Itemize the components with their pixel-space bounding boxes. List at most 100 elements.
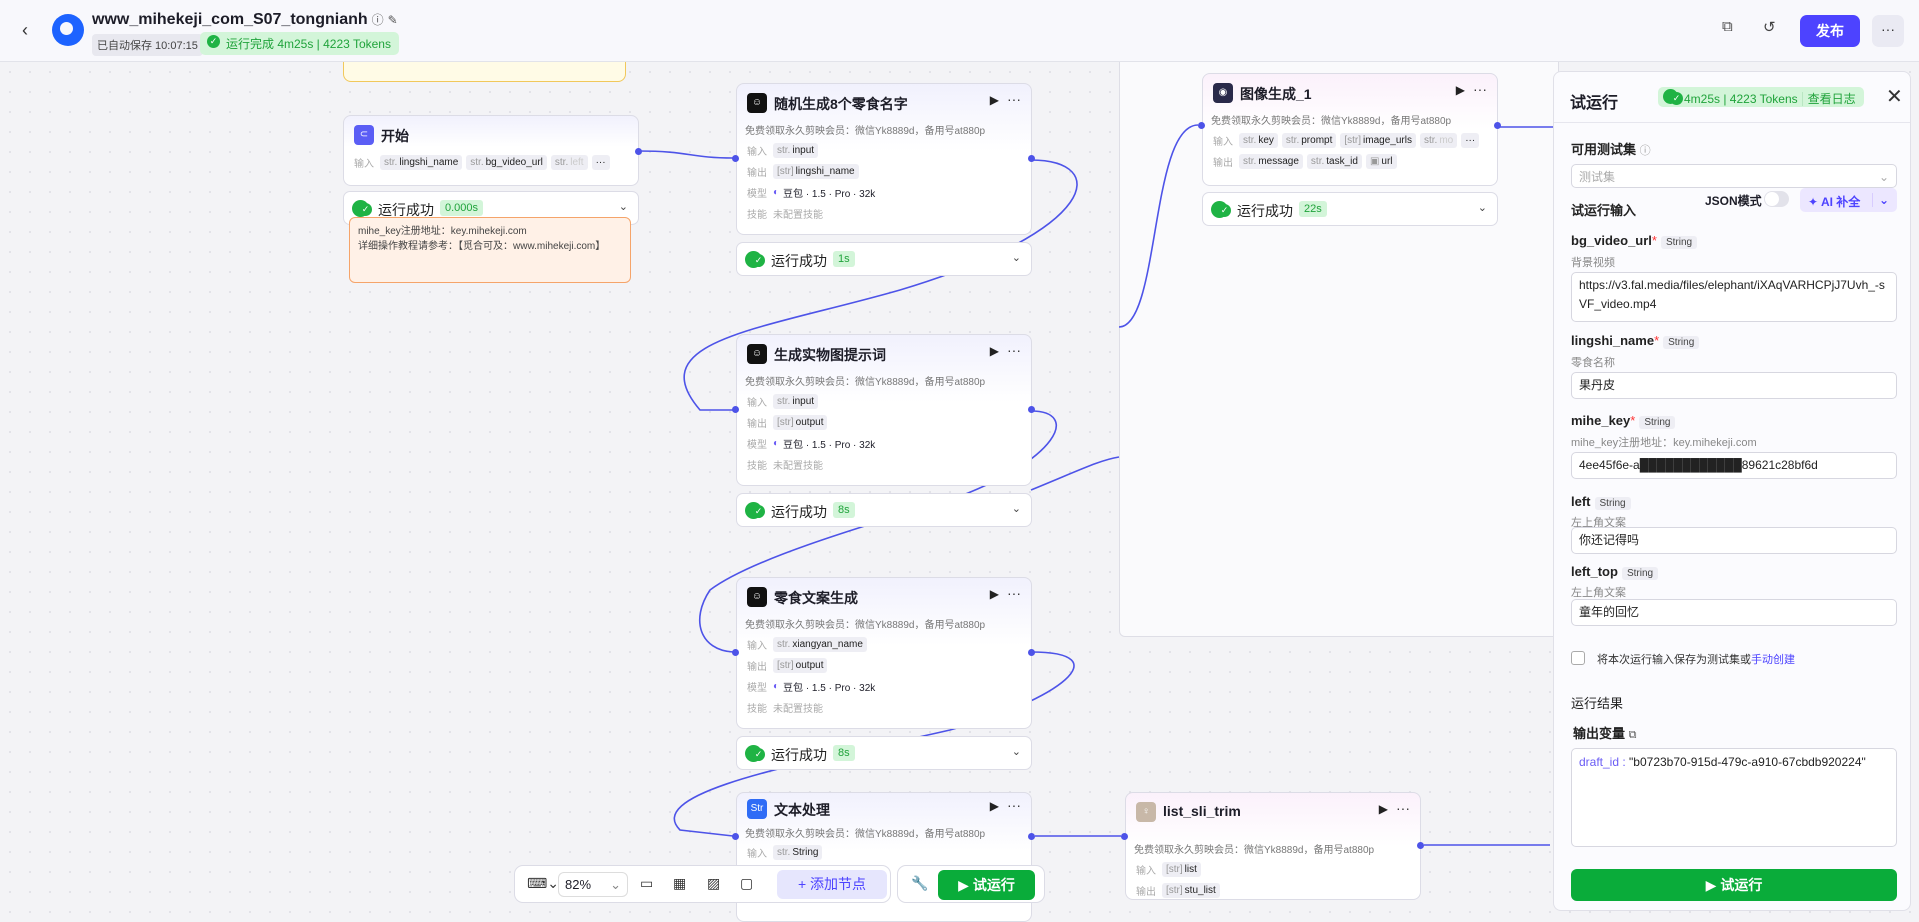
node-more-button[interactable]: ···: [1007, 585, 1021, 601]
divider: [1554, 122, 1910, 123]
start-icon: ⊂: [354, 125, 374, 145]
more-inputs-button[interactable]: ···: [591, 155, 610, 170]
node-title: 开始: [381, 128, 409, 144]
run-node-button[interactable]: ▶: [1455, 83, 1465, 97]
run-node-button[interactable]: ▶: [1378, 802, 1388, 816]
node-more-button[interactable]: ···: [1396, 800, 1410, 816]
llm-node[interactable]: ☺ 生成实物图提示词 ▶ ··· 免费领取永久剪映会员：微信Yk8889d，备用号at…: [736, 334, 1032, 486]
field-type-badge: String: [1621, 567, 1659, 580]
node-status-bar[interactable]: 运行成功 8s ⌄: [736, 493, 1032, 527]
input-port[interactable]: [1198, 122, 1205, 129]
input-port[interactable]: [732, 155, 739, 162]
node-more-button[interactable]: ···: [1473, 81, 1487, 97]
output-port[interactable]: [635, 148, 642, 155]
node-status-bar[interactable]: 运行成功 1s ⌄: [736, 242, 1032, 276]
output-port[interactable]: [1494, 122, 1501, 129]
output-tag: str. message: [1239, 154, 1303, 169]
output-tag: str. task_id: [1306, 154, 1362, 169]
node-more-button[interactable]: ···: [1007, 342, 1021, 358]
field-input-bg_video_url[interactable]: https://v3.fal.media/files/elephant/iXAq…: [1571, 272, 1897, 322]
field-input-left_top[interactable]: 童年的回忆: [1571, 599, 1897, 626]
mouse-mode-icon[interactable]: ⌨⌄: [527, 875, 559, 891]
comment-icon[interactable]: ▭: [640, 875, 654, 891]
output-port[interactable]: [1028, 833, 1035, 840]
close-icon[interactable]: ✕: [1886, 86, 1903, 108]
manual-create-link[interactable]: 手动创建: [1751, 654, 1795, 666]
output-port[interactable]: [1417, 842, 1424, 849]
status-time: 8s: [833, 745, 855, 761]
input-port[interactable]: [1121, 833, 1128, 840]
input-port[interactable]: [732, 649, 739, 656]
llm-node[interactable]: ☺ 零食文案生成 ▶ ··· 免费领取永久剪映会员：微信Yk8889d，备用号at88…: [736, 577, 1032, 729]
run-node-button[interactable]: ▶: [989, 587, 999, 601]
testset-select[interactable]: 测试集 ⌄: [1571, 164, 1897, 188]
info-icon[interactable]: ⓘ: [1639, 145, 1651, 157]
wrench-icon[interactable]: 🔧: [911, 875, 929, 891]
comment-note[interactable]: mihe_key注册地址：key.mihekeji.com 详细操作教程请参考：【…: [349, 217, 631, 283]
input-tag: [str] image_urls: [1340, 133, 1416, 148]
output-label: 输出: [747, 662, 767, 673]
image-gen-node[interactable]: ◉ 图像生成_1 ▶ ··· 免费领取永久剪映会员：微信Yk8889d，备用号at88…: [1202, 73, 1498, 186]
chevron-down-icon[interactable]: ⌄: [1011, 252, 1021, 264]
save-testset-checkbox[interactable]: [1571, 651, 1585, 665]
chevron-down-icon[interactable]: ⌄: [1011, 503, 1021, 515]
node-desc: 免费领取永久剪映会员：微信Yk8889d，备用号at880p: [1134, 845, 1375, 856]
input-tag: str. xiangyan_name: [773, 637, 867, 652]
view-log-link[interactable]: 查看日志: [1801, 92, 1856, 106]
zoom-select[interactable]: 82% ⌄: [558, 872, 628, 897]
run-status-badge[interactable]: 运行完成 4m25s | 4223 Tokens: [200, 32, 399, 55]
edge-start-n1: [637, 150, 734, 159]
chevron-down-icon[interactable]: ⌄: [618, 201, 628, 213]
output-port[interactable]: [1028, 649, 1035, 656]
input-tag: str. left: [550, 155, 588, 170]
output-box[interactable]: draft_id : "b0723b70-915d-479c-a910-67cb…: [1571, 748, 1897, 847]
input-port[interactable]: [732, 406, 739, 413]
edit-icon[interactable]: ✎: [387, 13, 398, 27]
field-input-left[interactable]: 你还记得吗: [1571, 527, 1897, 554]
run-node-button[interactable]: ▶: [989, 799, 999, 813]
output-tag: [str] output: [773, 415, 828, 430]
more-inputs-button[interactable]: ···: [1461, 133, 1480, 148]
run-node-button[interactable]: ▶: [989, 93, 999, 107]
copy-icon[interactable]: ⧉: [1722, 18, 1733, 35]
llm-node[interactable]: ☺ 随机生成8个零食名字 ▶ ··· 免费领取永久剪映会员：微信Yk8889d，备用号…: [736, 83, 1032, 235]
panel-title: 试运行: [1570, 95, 1619, 112]
chevron-down-icon[interactable]: ⌄: [1477, 202, 1487, 214]
back-icon[interactable]: ‹: [22, 20, 28, 40]
field-input-mihe_key[interactable]: 4ee45f6e-a████████████89621c28bf6d: [1571, 452, 1897, 479]
success-icon: [745, 745, 765, 762]
history-icon[interactable]: ↺: [1763, 19, 1776, 36]
output-port[interactable]: [1028, 406, 1035, 413]
field-input-lingshi_name[interactable]: 果丹皮: [1571, 372, 1897, 399]
model-label: 模型: [747, 189, 767, 200]
add-node-button[interactable]: + 添加节点: [777, 870, 887, 899]
run-input-label: 试运行输入: [1571, 203, 1637, 218]
skill-label: 技能: [747, 461, 767, 472]
image-status-bar[interactable]: 运行成功 22s ⌄: [1202, 192, 1498, 226]
run-node-button[interactable]: ▶: [989, 344, 999, 358]
json-mode-toggle[interactable]: [1764, 191, 1789, 207]
input-label: 输入: [1136, 866, 1156, 877]
node-status-bar[interactable]: 运行成功 8s ⌄: [736, 736, 1032, 770]
chevron-down-icon[interactable]: ⌄: [1011, 746, 1021, 758]
note-icon[interactable]: ▢: [740, 875, 754, 891]
panel-run-button[interactable]: ▶ 试运行: [1571, 869, 1897, 901]
list-trim-node[interactable]: ♀ list_sli_trim ▶ ··· 免费领取永久剪映会员：微信Yk8889d，…: [1125, 792, 1421, 900]
start-node[interactable]: ⊂ 开始 输入 str. lingshi_name str. bg_video_url…: [343, 115, 639, 186]
node-more-button[interactable]: ···: [1007, 91, 1021, 107]
publish-button[interactable]: 发布: [1800, 15, 1860, 47]
output-port[interactable]: [1028, 155, 1035, 162]
ai-fill-button[interactable]: ✦ AI 补全 ⌄: [1800, 188, 1897, 212]
node-more-button[interactable]: ···: [1007, 797, 1021, 813]
image-icon[interactable]: ▨: [707, 875, 721, 891]
test-run-button[interactable]: ▶ 试运行: [938, 870, 1035, 900]
layout-icon[interactable]: ▦: [673, 875, 687, 891]
doubao-icon: ◐: [773, 438, 780, 449]
copy-icon[interactable]: ⧉: [1628, 729, 1637, 741]
more-button[interactable]: ···: [1872, 15, 1904, 47]
input-port[interactable]: [732, 833, 739, 840]
info-icon[interactable]: ⓘ: [371, 13, 384, 27]
output-label: 输出: [747, 419, 767, 430]
